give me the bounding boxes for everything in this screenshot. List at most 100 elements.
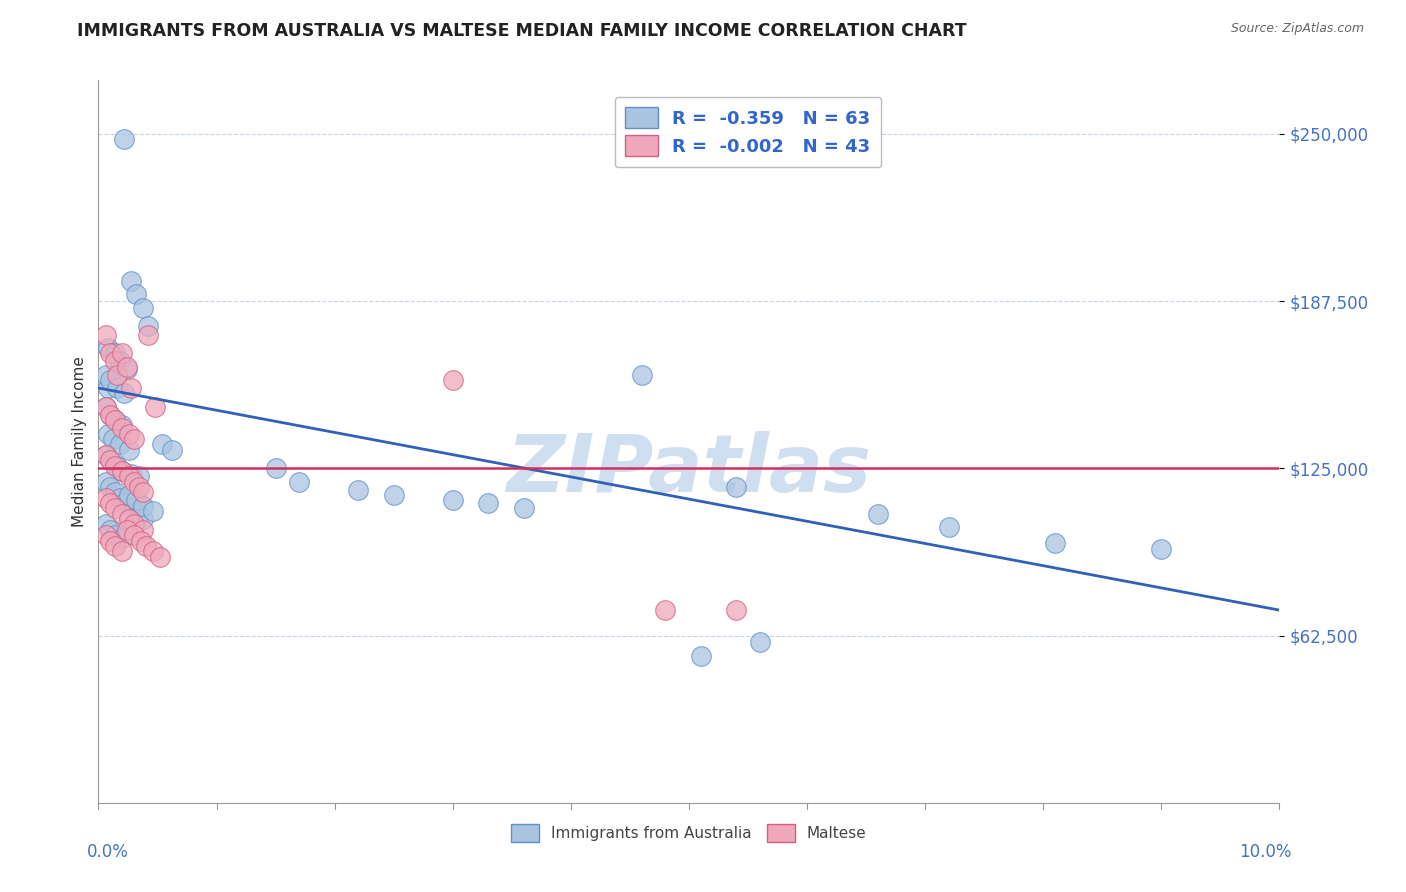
Point — [108, 60, 131, 74]
Point — [111, 531, 134, 545]
Point — [121, 274, 143, 288]
Point — [725, 480, 748, 494]
Point — [150, 437, 173, 451]
Point — [94, 400, 117, 414]
Point — [98, 496, 121, 510]
Point — [128, 507, 150, 521]
Point — [98, 346, 121, 360]
Point — [125, 493, 148, 508]
Point — [382, 488, 405, 502]
Point — [97, 341, 120, 355]
Point — [136, 319, 159, 334]
Point — [142, 504, 165, 518]
Point — [94, 368, 117, 382]
Point — [104, 413, 127, 427]
Text: ZIPatlas: ZIPatlas — [506, 432, 872, 509]
Point — [132, 523, 155, 537]
Point — [121, 381, 143, 395]
Point — [94, 327, 117, 342]
Point — [1150, 541, 1173, 556]
Point — [689, 648, 711, 663]
Point — [122, 432, 145, 446]
Point — [512, 501, 534, 516]
Point — [104, 528, 127, 542]
Point — [118, 488, 141, 502]
Point — [104, 413, 127, 427]
Point — [122, 475, 145, 489]
Point — [122, 517, 145, 532]
Point — [654, 603, 676, 617]
Point — [94, 475, 117, 489]
Point — [142, 544, 165, 558]
Point — [129, 533, 152, 548]
Point — [866, 507, 889, 521]
Text: Source: ZipAtlas.com: Source: ZipAtlas.com — [1230, 22, 1364, 36]
Point — [441, 493, 464, 508]
Point — [94, 448, 117, 462]
Point — [115, 523, 138, 537]
Point — [118, 512, 141, 526]
Text: 10.0%: 10.0% — [1239, 843, 1291, 861]
Point — [347, 483, 370, 497]
Point — [128, 469, 150, 483]
Point — [132, 301, 155, 315]
Point — [136, 327, 159, 342]
Point — [98, 533, 121, 548]
Point — [94, 448, 117, 462]
Point — [111, 464, 134, 478]
Point — [98, 408, 121, 422]
Point — [725, 603, 748, 617]
Point — [132, 499, 155, 513]
Point — [112, 496, 135, 510]
Point — [441, 373, 464, 387]
Point — [104, 501, 127, 516]
Point — [143, 400, 166, 414]
Point — [112, 386, 135, 401]
Text: IMMIGRANTS FROM AUSTRALIA VS MALTESE MEDIAN FAMILY INCOME CORRELATION CHART: IMMIGRANTS FROM AUSTRALIA VS MALTESE MED… — [77, 22, 967, 40]
Point — [112, 132, 135, 146]
Point — [1043, 536, 1066, 550]
Point — [132, 485, 155, 500]
Point — [118, 426, 141, 441]
Point — [111, 507, 134, 521]
Point — [98, 453, 121, 467]
Point — [132, 512, 155, 526]
Point — [748, 635, 770, 649]
Point — [111, 544, 134, 558]
Point — [125, 287, 148, 301]
Point — [98, 523, 121, 537]
Point — [94, 528, 117, 542]
Point — [104, 354, 127, 368]
Point — [149, 549, 172, 564]
Point — [477, 496, 499, 510]
Point — [104, 346, 127, 360]
Point — [160, 442, 183, 457]
Point — [98, 453, 121, 467]
Point — [121, 467, 143, 481]
Point — [108, 491, 131, 505]
Point — [97, 381, 120, 395]
Y-axis label: Median Family Income: Median Family Income — [72, 356, 87, 527]
Point — [118, 469, 141, 483]
Point — [94, 400, 117, 414]
Point — [135, 539, 157, 553]
Text: 0.0%: 0.0% — [87, 843, 128, 861]
Point — [101, 432, 124, 446]
Point — [122, 528, 145, 542]
Point — [104, 458, 127, 473]
Point — [111, 418, 134, 433]
Point — [121, 501, 143, 516]
Point — [97, 426, 120, 441]
Point — [104, 539, 127, 553]
Point — [115, 362, 138, 376]
Point — [108, 354, 131, 368]
Point — [94, 517, 117, 532]
Point — [111, 464, 134, 478]
Point — [105, 368, 128, 382]
Point — [105, 381, 128, 395]
Point — [111, 421, 134, 435]
Point — [94, 491, 117, 505]
Point — [108, 437, 131, 451]
Point — [111, 346, 134, 360]
Point — [115, 359, 138, 374]
